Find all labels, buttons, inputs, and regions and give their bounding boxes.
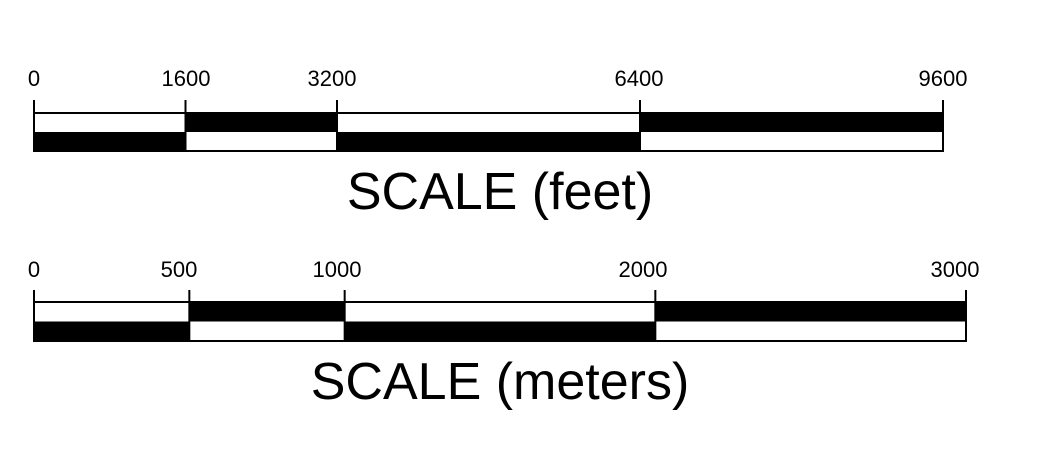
scale-bar-meters-graphic (33, 290, 967, 342)
bar-segment-meters-3-upper (655, 302, 966, 322)
scale-title-meters: SCALE (meters) (310, 353, 690, 411)
bar-segment-feet-1-lower (185, 132, 337, 151)
tick-label-meters-500: 500 (160, 257, 198, 282)
tick-label-feet-3200: 3200 (307, 66, 357, 91)
tick-label-feet-9600: 9600 (918, 66, 968, 91)
bar-segment-feet-1-upper (185, 113, 337, 132)
bar-segment-feet-0-lower (34, 132, 186, 151)
scale-bar-feet: 0 1600 3200 6400 9600 SCALE (feet) (0, 0, 1037, 230)
bar-segment-meters-2-upper (344, 302, 656, 322)
bar-segment-feet-2-lower (337, 132, 640, 151)
bar-segment-feet-2-upper (337, 113, 640, 132)
tick-label-meters-2000: 2000 (618, 257, 668, 282)
tick-label-meters-0: 0 (27, 257, 41, 282)
scale-bar-feet-graphic (33, 100, 944, 152)
bar-segment-meters-0-lower (34, 321, 190, 341)
tick-label-feet-6400: 6400 (614, 66, 664, 91)
bar-segment-meters-2-lower (344, 321, 656, 341)
bar-segment-feet-3-lower (640, 132, 943, 151)
tick-label-meters-3000: 3000 (930, 257, 980, 282)
bar-segment-meters-0-upper (34, 302, 190, 322)
bar-segment-feet-3-upper (640, 113, 943, 132)
tick-label-feet-1600: 1600 (161, 66, 211, 91)
bar-segment-meters-3-lower (655, 321, 966, 341)
tick-label-feet-0: 0 (27, 66, 41, 91)
tick-label-meters-1000: 1000 (312, 257, 362, 282)
scale-title-feet: SCALE (feet) (346, 163, 654, 221)
bar-segment-feet-0-upper (34, 113, 186, 132)
bar-segment-meters-1-upper (189, 302, 345, 322)
bar-segment-meters-1-lower (189, 321, 345, 341)
